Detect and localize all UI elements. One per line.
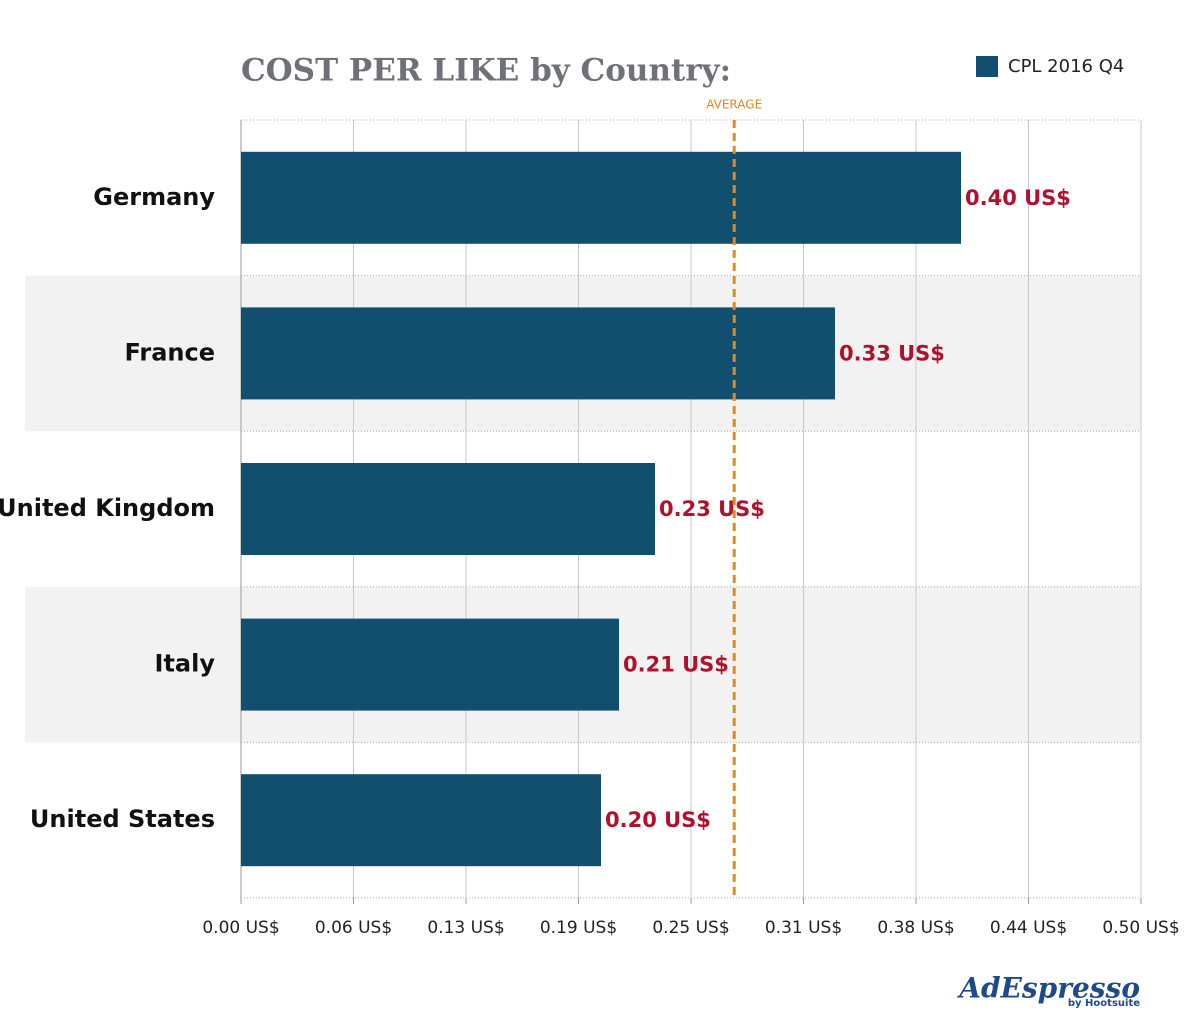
value-label: 0.23 US$ [659, 497, 765, 521]
bar [241, 618, 619, 711]
value-label: 0.21 US$ [623, 653, 729, 677]
x-tick-label: 0.25 US$ [652, 918, 729, 938]
bar [241, 774, 601, 867]
x-tick-label: 0.31 US$ [765, 918, 842, 938]
value-label: 0.40 US$ [965, 186, 1071, 210]
chart-title: COST PER LIKE by Country: [241, 53, 731, 89]
y-tick-label: France [125, 338, 215, 366]
y-tick-label: United Kingdom [0, 494, 215, 522]
x-tick-label: 0.50 US$ [1102, 918, 1179, 938]
x-tick-label: 0.38 US$ [877, 918, 954, 938]
average-label: AVERAGE [706, 98, 762, 112]
x-tick-label: 0.19 US$ [540, 918, 617, 938]
y-tick-label: Italy [155, 650, 216, 678]
y-tick-label: Germany [93, 183, 215, 211]
x-tick-label: 0.06 US$ [315, 918, 392, 938]
bar [241, 151, 961, 244]
y-tick-label: United States [30, 805, 215, 833]
legend-label: CPL 2016 Q4 [1008, 56, 1124, 77]
value-label: 0.33 US$ [839, 341, 945, 365]
x-tick-label: 0.13 US$ [427, 918, 504, 938]
value-label: 0.20 US$ [605, 808, 711, 832]
legend-swatch [976, 56, 998, 77]
logo-sub: by Hootsuite [1068, 998, 1140, 1009]
bar [241, 307, 835, 400]
logo: AdEspresso [956, 972, 1140, 1005]
bar [241, 463, 655, 555]
x-tick-label: 0.00 US$ [202, 918, 279, 938]
x-tick-label: 0.44 US$ [990, 918, 1067, 938]
